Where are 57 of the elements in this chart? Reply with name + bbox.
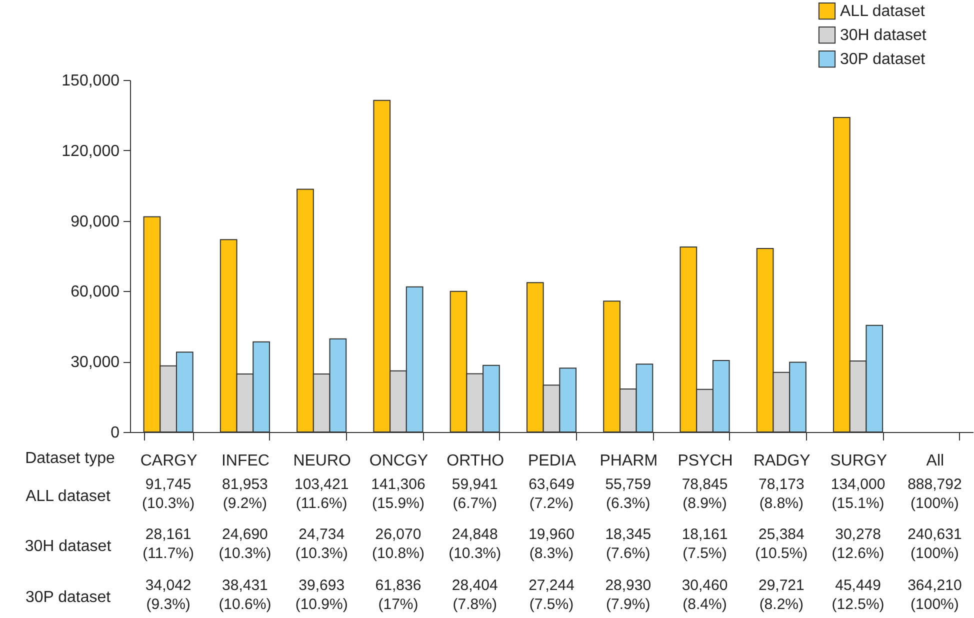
x-tick-label: All: [926, 452, 944, 470]
data-label: 34,042 (9.3%): [145, 577, 192, 613]
x-tick-label: NEURO: [293, 452, 351, 470]
data-label: 26,070 (10.8%): [372, 526, 424, 562]
data-label: 28,404 (7.8%): [452, 577, 498, 613]
data-label: 63,649 (7.2%): [528, 476, 574, 512]
data-label: 29,721 (8.2%): [758, 577, 804, 613]
data-label: 134,000 (15.1%): [830, 476, 886, 512]
data-label: 78,173 (8.8%): [758, 476, 804, 512]
text: 888,792 (100%): [908, 476, 962, 512]
legend-label: 30P dataset: [840, 51, 926, 68]
data-label: 18,161 (7.5%): [682, 526, 728, 562]
legend-label: ALL dataset: [840, 3, 926, 20]
data-label: 18,345 (7.6%): [605, 526, 652, 562]
data-label: 28,161 (11.7%): [142, 526, 194, 562]
x-tick-label: ONCGY: [369, 452, 428, 470]
y-tick-label: 150,000: [62, 72, 120, 90]
data-label: 78,845 (8.9%): [682, 476, 728, 512]
x-tick-label: INFEC: [221, 452, 270, 470]
text: 30H dataset: [24, 538, 112, 555]
data-label: 38,431 (10.6%): [218, 577, 272, 613]
data-label: 24,848 (10.3%): [448, 526, 502, 562]
data-label: 24,690 (10.3%): [218, 526, 272, 562]
x-tick-label: CARGY: [140, 452, 198, 470]
data-label: 141,306 (15.9%): [371, 476, 426, 512]
data-label: 25,384 (10.5%): [755, 526, 808, 562]
text: 364,210 (100%): [908, 577, 962, 613]
x-axis-title: Dataset type: [25, 450, 116, 467]
text: 240,631 (100%): [908, 526, 962, 562]
data-label: 59,941 (6.7%): [452, 476, 498, 512]
data-label: 28,930 (7.9%): [605, 577, 652, 613]
x-tick-label: PEDIA: [528, 452, 576, 470]
data-label: 27,244 (7.5%): [528, 577, 574, 613]
x-tick-label: RADGY: [753, 452, 811, 470]
data-label: 45,449 (12.5%): [832, 577, 884, 613]
y-tick-label: 30,000: [70, 354, 120, 372]
text: ALL dataset: [26, 488, 110, 505]
x-tick-label: PSYCH: [678, 452, 733, 470]
text: 30P dataset: [25, 589, 111, 606]
data-label: 24,734 (10.3%): [295, 526, 348, 562]
data-label: 39,693 (10.9%): [295, 577, 348, 613]
y-tick-label: 60,000: [70, 284, 120, 301]
data-label: 81,953 (9.2%): [222, 476, 268, 512]
data-label: 19,960 (8.3%): [528, 526, 574, 562]
y-tick-label: 0: [110, 424, 120, 442]
x-tick-label: SURGY: [830, 452, 888, 470]
data-label: 55,759 (6.3%): [605, 476, 652, 512]
x-tick-label: PHARM: [600, 452, 658, 470]
x-tick-label: ORTHO: [446, 452, 504, 470]
data-label: 91,745 (10.3%): [142, 476, 195, 512]
data-label: 103,421 (11.6%): [294, 476, 349, 512]
legend-label: 30H dataset: [840, 27, 927, 44]
data-label: 30,278 (12.6%): [832, 526, 884, 562]
data-label: 61,836 (17%): [375, 577, 422, 613]
data-label: 30,460 (8.4%): [682, 577, 728, 613]
y-tick-label: 120,000: [62, 142, 120, 160]
y-tick-label: 90,000: [70, 213, 120, 230]
